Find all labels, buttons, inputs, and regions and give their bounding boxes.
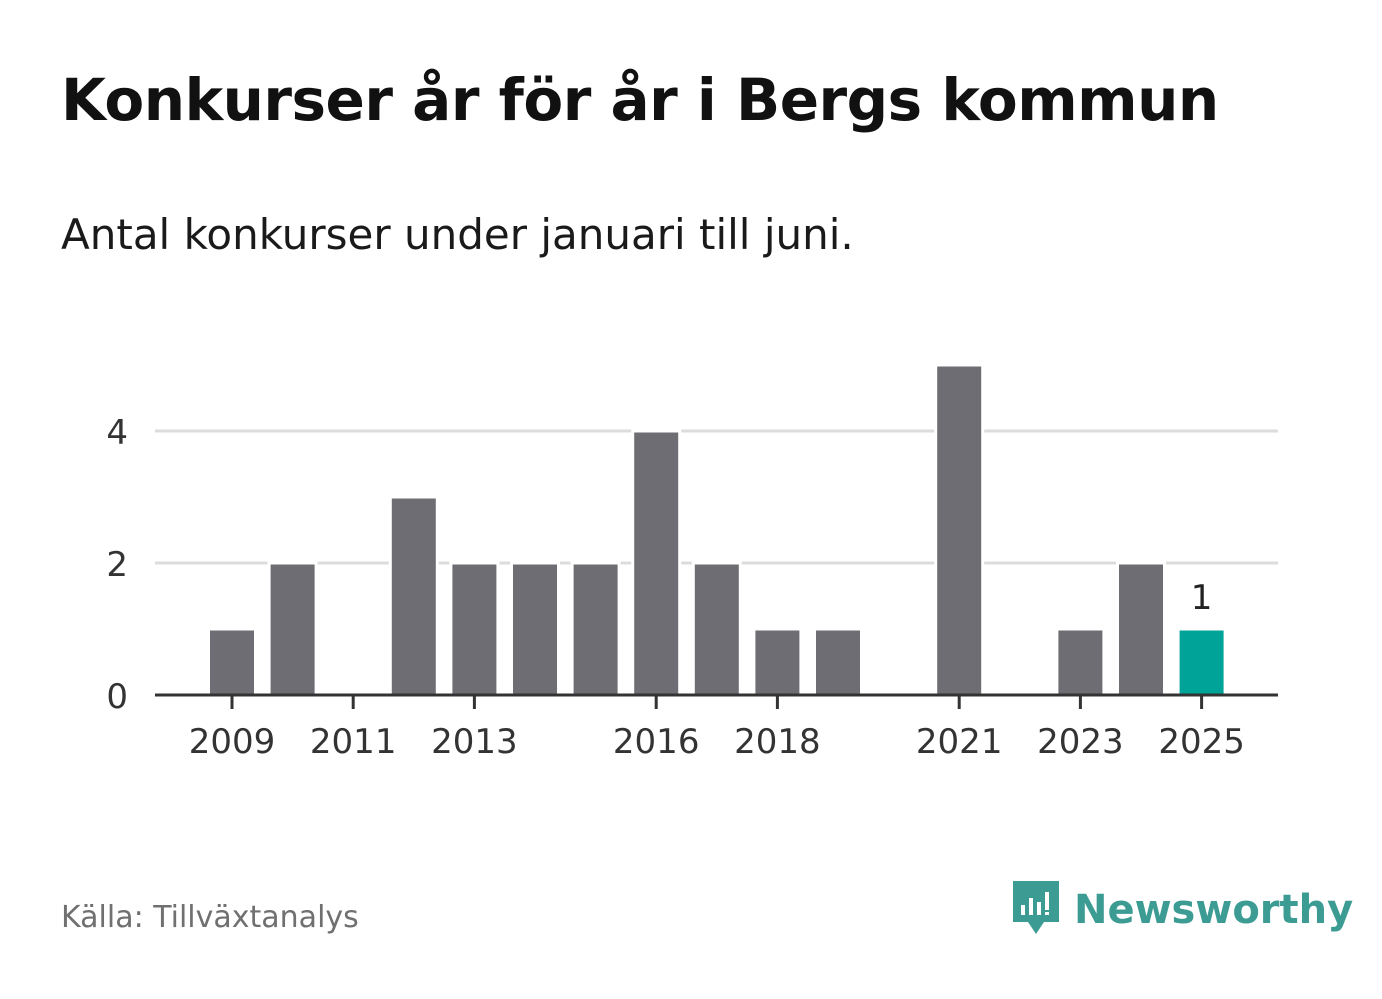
source-note: Källa: Tillväxtanalys xyxy=(61,900,359,935)
bar-2017 xyxy=(691,561,742,697)
chart-title: Konkurser år för år i Bergs kommun xyxy=(61,66,1219,134)
bar-2013 xyxy=(449,561,500,697)
brand-logo: Newsworthy xyxy=(1010,878,1353,942)
y-tick-label: 4 xyxy=(106,413,128,453)
newsworthy-logo-icon xyxy=(1010,878,1062,942)
bar-2023 xyxy=(1055,627,1106,697)
bar-2009 xyxy=(207,627,257,697)
bar-2010 xyxy=(267,561,318,697)
bar-2024 xyxy=(1116,561,1166,697)
chart-subtitle: Antal konkurser under januari till juni. xyxy=(61,210,854,259)
y-tick-label: 0 xyxy=(106,677,128,717)
x-tick-label: 2021 xyxy=(916,722,1003,762)
x-tick-label: 2018 xyxy=(734,722,821,762)
x-tick-label: 2023 xyxy=(1037,722,1124,762)
bar-2012 xyxy=(388,495,439,697)
x-tick-label: 2009 xyxy=(189,722,276,762)
x-tick-label: 2025 xyxy=(1158,722,1245,762)
x-tick-label: 2011 xyxy=(310,722,397,762)
y-tick-label: 2 xyxy=(106,545,128,585)
bar-2016 xyxy=(631,429,682,697)
bar-2018 xyxy=(752,627,803,697)
x-tick-label: 2016 xyxy=(613,722,700,762)
brand-name: Newsworthy xyxy=(1074,887,1354,933)
bar-2021 xyxy=(934,363,985,697)
bar-2015 xyxy=(570,561,621,697)
bar-2019 xyxy=(813,627,863,697)
x-tick-label: 2013 xyxy=(431,722,518,762)
bar-value-label: 1 xyxy=(1191,578,1213,618)
bar-2014 xyxy=(510,561,560,697)
bar-highlighted-2025 xyxy=(1176,627,1227,697)
